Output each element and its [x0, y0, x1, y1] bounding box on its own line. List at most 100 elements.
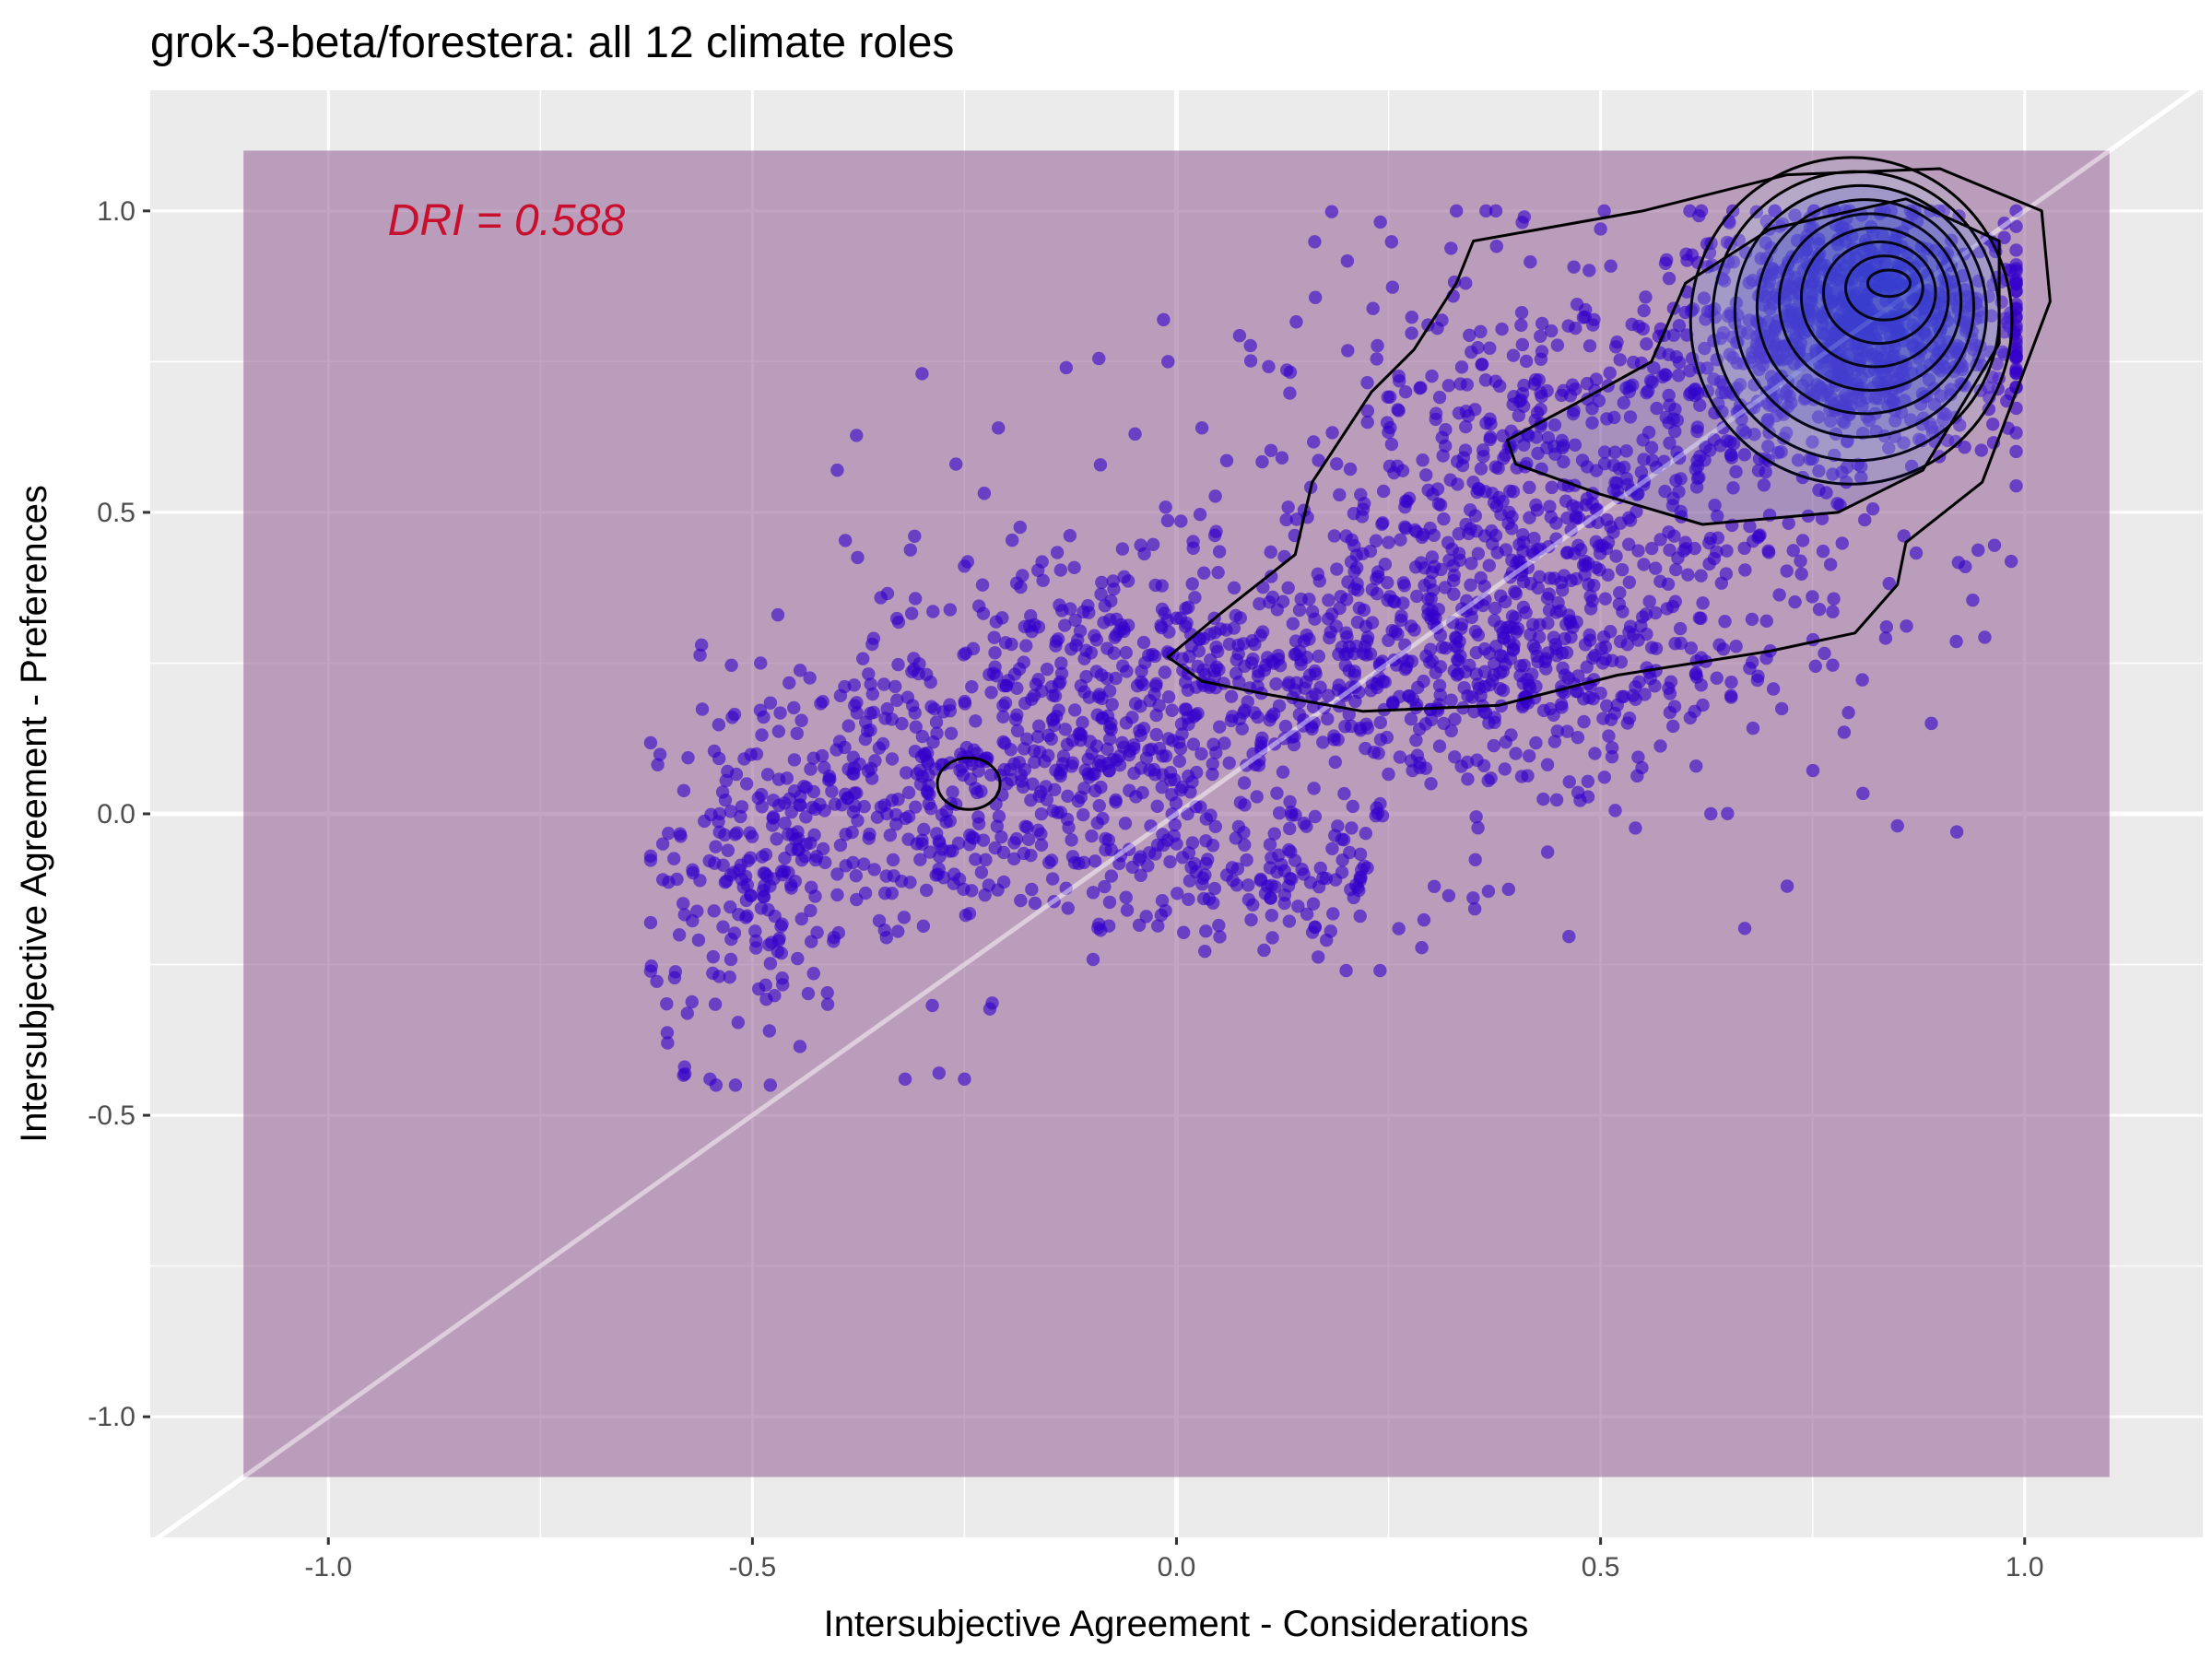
scatter-point	[1145, 742, 1159, 757]
scatter-point	[1805, 286, 1818, 300]
scatter-point	[1694, 611, 1708, 626]
scatter-point	[1053, 563, 1067, 577]
scatter-point	[1788, 329, 1802, 344]
scatter-point	[787, 700, 801, 715]
scatter-point	[1119, 646, 1133, 660]
scatter-point	[1333, 488, 1347, 502]
scatter-point	[1433, 660, 1448, 674]
scatter-point	[1683, 204, 1697, 218]
scatter-point	[734, 809, 747, 824]
scatter-point	[1488, 204, 1503, 218]
scatter-point	[768, 989, 782, 1003]
scatter-point	[1681, 568, 1695, 582]
scatter-point	[1524, 254, 1537, 269]
scatter-point	[681, 750, 695, 765]
scatter-point	[1666, 412, 1680, 426]
scatter-point	[1782, 516, 1795, 530]
scatter-point	[996, 699, 1010, 712]
scatter-point	[1398, 520, 1412, 534]
scatter-point	[1448, 750, 1462, 764]
scatter-point	[1093, 754, 1107, 769]
scatter-point	[1360, 404, 1375, 418]
scatter-point	[1604, 520, 1618, 534]
scatter-point	[790, 726, 804, 740]
scatter-point	[1597, 445, 1612, 459]
scatter-point	[1168, 818, 1182, 832]
scatter-point	[751, 982, 766, 996]
scatter-point	[958, 1072, 971, 1087]
density-contour	[1777, 212, 1963, 392]
scatter-point	[735, 800, 749, 814]
scatter-point	[897, 911, 912, 924]
scatter-point	[1835, 465, 1849, 479]
scatter-point	[1449, 204, 1464, 218]
scatter-point	[1418, 717, 1432, 731]
scatter-point	[1585, 497, 1599, 511]
scatter-point	[1534, 329, 1547, 344]
scatter-point	[895, 716, 909, 731]
scatter-point	[933, 836, 947, 851]
scatter-point	[1672, 369, 1686, 382]
scatter-point	[1092, 799, 1106, 813]
scatter-point	[1392, 922, 1406, 935]
scatter-point	[1666, 719, 1680, 734]
scatter-point	[1282, 914, 1297, 928]
y-axis-title: Intersubjective Agreement - Preferences	[14, 485, 54, 1143]
scatter-point	[1148, 768, 1162, 782]
scatter-point	[1614, 655, 1629, 669]
scatter-point	[1459, 419, 1473, 434]
scatter-point	[1406, 763, 1419, 778]
scatter-point	[1367, 745, 1381, 759]
scatter-point	[1708, 498, 1722, 512]
scatter-point	[1541, 430, 1556, 445]
scatter-point	[1550, 724, 1565, 738]
scatter-point	[1382, 633, 1395, 647]
scatter-point	[1097, 616, 1111, 629]
scatter-point	[1534, 402, 1547, 417]
scatter-point	[1509, 586, 1524, 601]
scatter-point	[1713, 374, 1728, 389]
scatter-point	[1281, 678, 1296, 692]
scatter-point	[1642, 594, 1656, 608]
scatter-point	[1469, 667, 1483, 681]
scatter-point	[1308, 920, 1322, 934]
scatter-point	[1423, 642, 1438, 656]
scatter-point	[2009, 204, 2023, 218]
scatter-point	[754, 656, 768, 670]
scatter-point	[771, 724, 786, 738]
scatter-point	[670, 872, 684, 887]
scatter-point	[909, 720, 923, 734]
scatter-point	[1860, 344, 1875, 358]
scatter-point	[1343, 462, 1358, 477]
scatter-point	[1074, 790, 1088, 805]
scatter-point	[1978, 630, 1992, 644]
scatter-point	[1648, 606, 1663, 620]
scatter-point	[1668, 637, 1682, 651]
scatter-point	[1121, 618, 1135, 632]
scatter-point	[996, 845, 1011, 860]
scatter-point	[1959, 559, 1972, 573]
scatter-point	[1915, 364, 1929, 378]
scatter-point	[1196, 663, 1210, 677]
scatter-point	[1581, 790, 1595, 804]
scatter-point	[1494, 507, 1508, 522]
scatter-point	[1488, 614, 1501, 628]
scatter-point	[712, 825, 726, 840]
scatter-point	[1308, 235, 1322, 249]
scatter-point	[723, 970, 736, 984]
scatter-point	[1134, 850, 1147, 864]
scatter-point	[1287, 737, 1301, 752]
scatter-point	[1521, 769, 1535, 782]
scatter-point	[1441, 535, 1455, 549]
scatter-point	[1059, 881, 1073, 896]
scatter-point	[846, 855, 860, 870]
scatter-point	[1119, 890, 1133, 904]
scatter-point	[1122, 747, 1136, 762]
scatter-point	[1625, 317, 1639, 332]
scatter-point	[1155, 579, 1170, 593]
scatter-point	[1826, 658, 1840, 672]
scatter-point	[939, 805, 954, 818]
scatter-point	[1436, 449, 1450, 463]
scatter-point	[1688, 667, 1703, 681]
scatter-point	[724, 932, 738, 947]
